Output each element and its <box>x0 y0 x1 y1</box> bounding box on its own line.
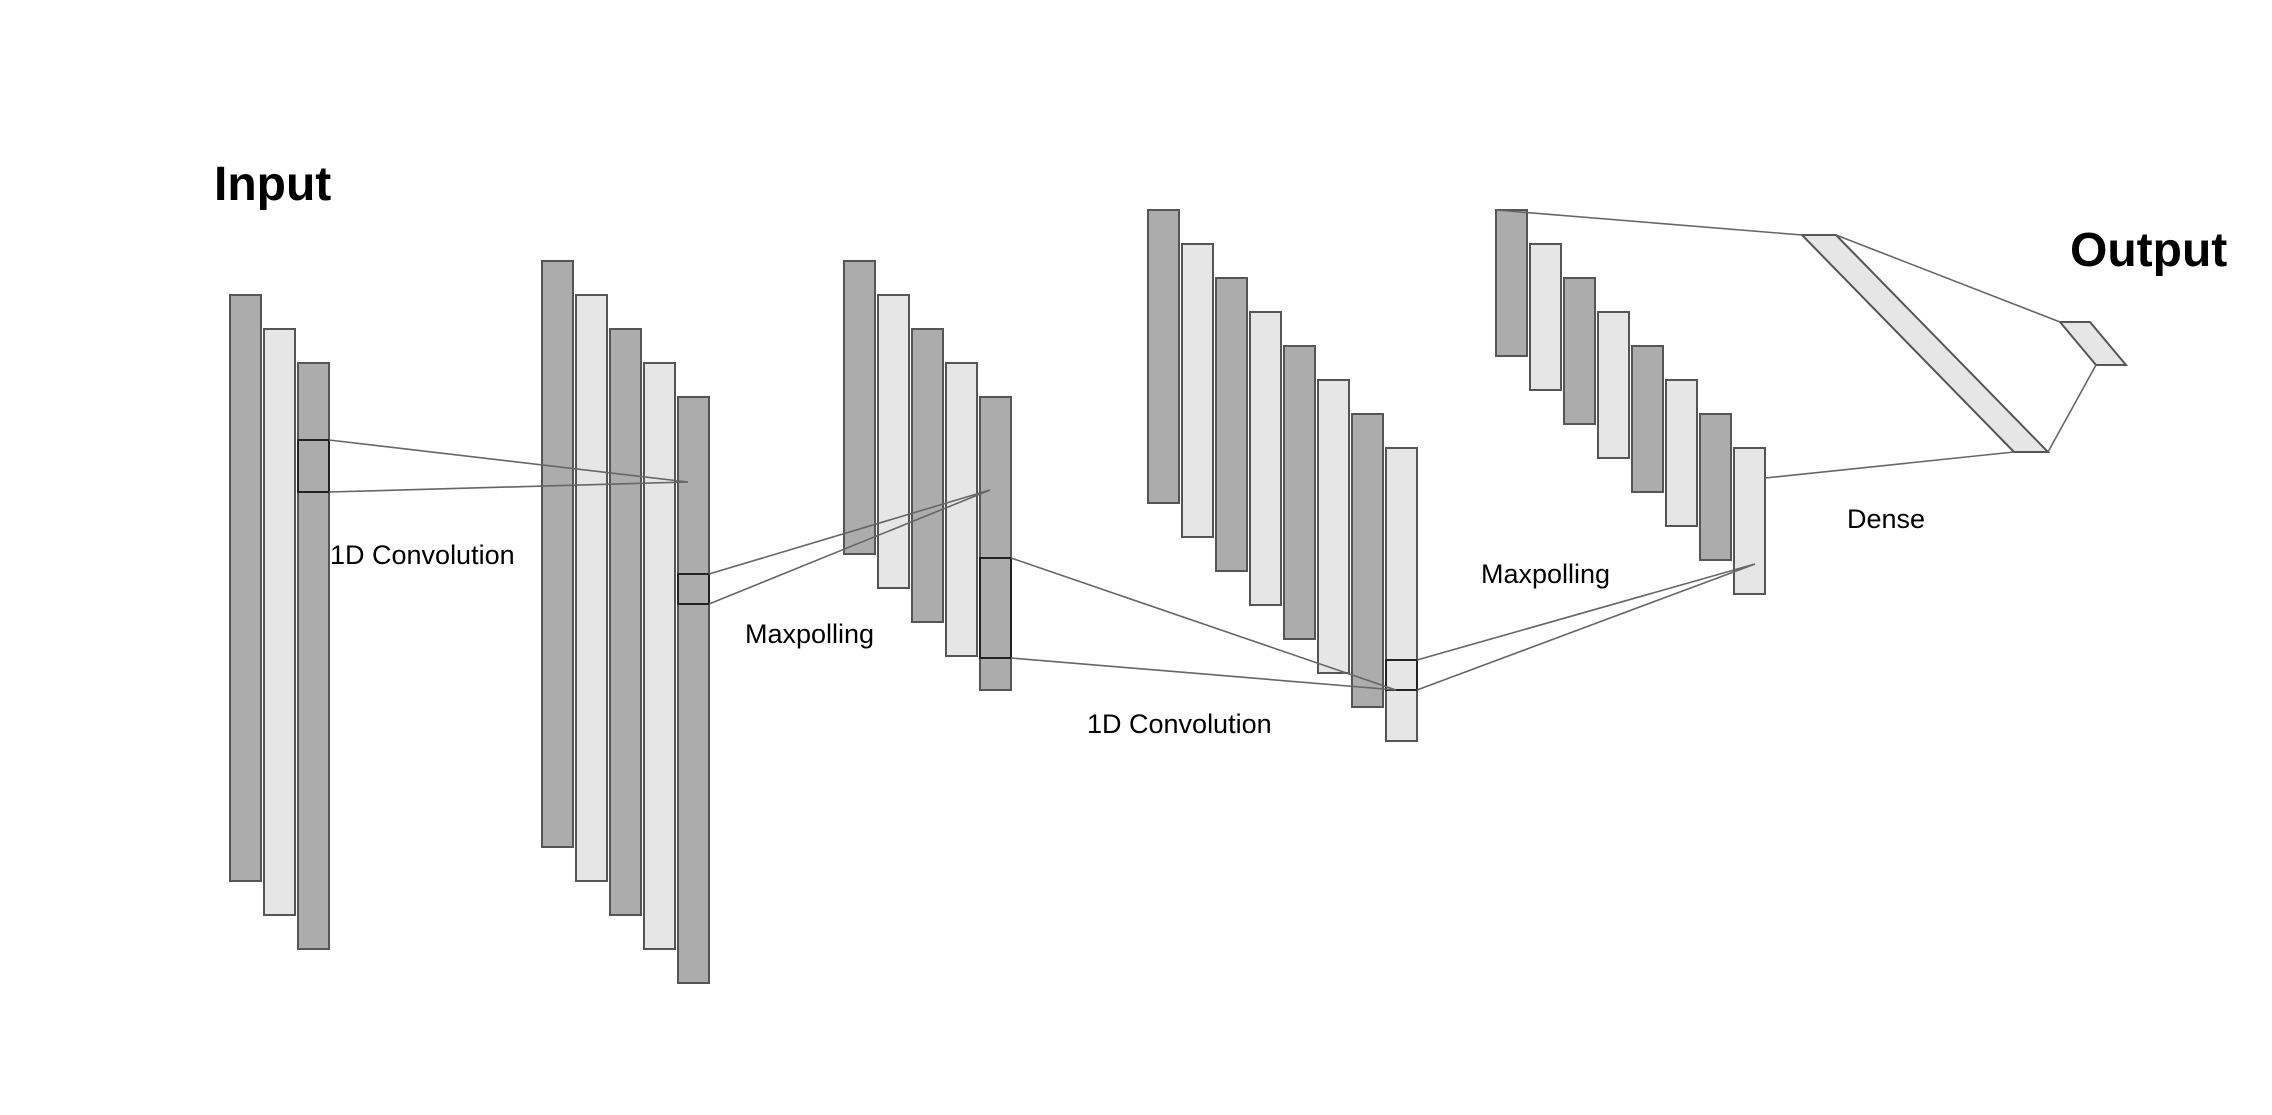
conv-kernel-window <box>297 439 330 493</box>
pooled-map-bar <box>1665 379 1698 527</box>
pooled-map-bar <box>1563 277 1596 425</box>
pooled-map-bar <box>877 294 910 589</box>
input-heading: Input <box>214 158 331 211</box>
connector-line <box>708 489 991 575</box>
connector-line <box>328 439 689 483</box>
pooled-map-bar <box>1495 209 1528 357</box>
input-block <box>229 294 330 950</box>
conv1-label: 1D Convolution <box>330 540 515 570</box>
pooled-map-bar <box>1631 345 1664 493</box>
feature-map-bar <box>1283 345 1316 640</box>
feature-map-bar <box>1249 311 1282 606</box>
dense-layer <box>1799 234 2051 453</box>
connector-line <box>2047 364 2097 453</box>
connector-line <box>1010 657 1397 691</box>
feature-map-bar <box>575 294 608 882</box>
pool-window <box>677 573 710 605</box>
pooled-map-bar <box>1733 447 1766 595</box>
pool1-feature-maps <box>843 260 1012 691</box>
connector-line <box>1764 451 2015 479</box>
feature-map-bar <box>541 260 574 848</box>
pool2-feature-maps <box>1495 209 1766 595</box>
output-heading: Output <box>2070 224 2227 277</box>
pooled-map-bar <box>911 328 944 623</box>
pooled-map-bar <box>1529 243 1562 391</box>
pool1-label: Maxpolling <box>745 619 874 649</box>
connector-line <box>1495 209 1803 236</box>
pool2-label: Maxpolling <box>1481 559 1610 589</box>
conv2-label: 1D Convolution <box>1087 709 1272 739</box>
feature-map-bar <box>1181 243 1214 538</box>
pooled-map-bar <box>843 260 876 555</box>
pooled-map-bar <box>1699 413 1732 561</box>
output-layer <box>2057 321 2129 366</box>
dense-label: Dense <box>1847 504 1925 534</box>
conv1-feature-maps <box>541 260 710 984</box>
pooled-map-bar <box>979 396 1012 691</box>
pooled-map-bar <box>945 362 978 657</box>
feature-map-bar <box>1317 379 1350 674</box>
feature-map-bar <box>609 328 642 916</box>
input-bar <box>263 328 296 916</box>
feature-map-bar <box>643 362 676 950</box>
connector-line <box>708 489 991 605</box>
feature-map-bar <box>677 396 710 984</box>
connector-line <box>1010 557 1397 691</box>
pooled-map-bar <box>1597 311 1630 459</box>
connector-line <box>1416 563 1756 661</box>
feature-map-bar <box>1351 413 1384 708</box>
conv2-feature-maps <box>1147 209 1418 742</box>
connector-line <box>328 481 689 493</box>
feature-map-bar <box>1147 209 1180 504</box>
pool-window <box>1385 659 1418 691</box>
connector-line <box>1835 234 2061 323</box>
connector-line <box>1416 563 1756 691</box>
input-bar <box>229 294 262 882</box>
feature-map-bar <box>1215 277 1248 572</box>
conv-kernel-window <box>979 557 1012 659</box>
connector-lines <box>328 209 2097 691</box>
input-bar <box>297 362 330 950</box>
feature-map-bar <box>1385 447 1418 742</box>
